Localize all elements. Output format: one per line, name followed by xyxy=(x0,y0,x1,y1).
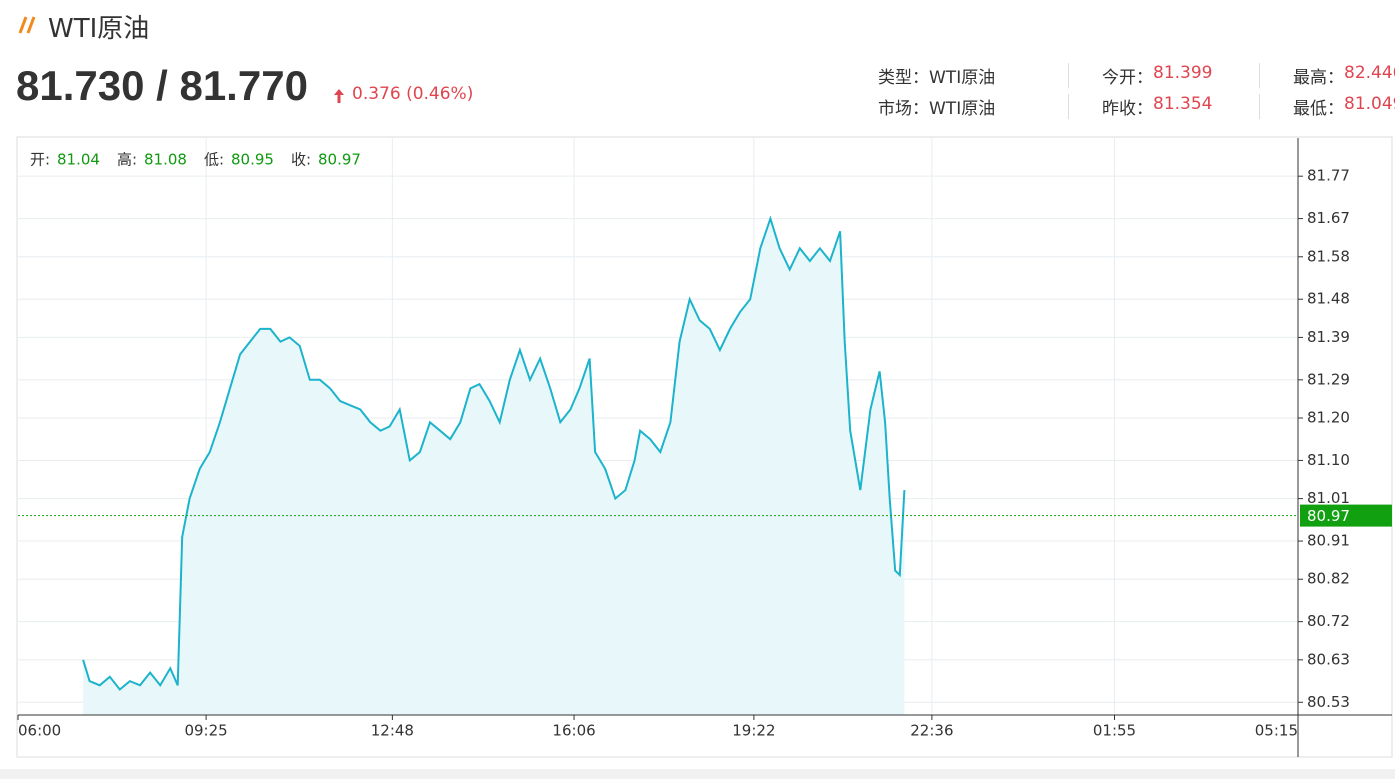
y-tick-label: 80.82 xyxy=(1307,570,1350,588)
up-arrow xyxy=(334,89,344,103)
info-label: 最高： xyxy=(1293,68,1344,88)
ohlc-value: 80.97 xyxy=(318,151,361,169)
info-value: WTI原油 xyxy=(929,99,996,119)
logo-icon xyxy=(18,16,36,34)
info-label: 类型： xyxy=(878,68,929,88)
title: WTI原油 xyxy=(48,14,150,44)
ohlc-label: 开: xyxy=(30,151,50,169)
y-tick-label: 80.63 xyxy=(1307,650,1350,668)
last-price-label: 80.97 xyxy=(1307,507,1350,525)
area-fill xyxy=(83,218,905,715)
change: 0.376 (0.46%) xyxy=(352,84,474,104)
y-tick-label: 81.58 xyxy=(1307,247,1350,265)
y-tick-label: 81.77 xyxy=(1307,167,1350,185)
info-cell: 昨收： 81.354 xyxy=(1068,94,1259,119)
info-cell: 最低：81.049 xyxy=(1259,94,1395,119)
price-line xyxy=(82,215,906,691)
x-tick-label: 19:22 xyxy=(732,722,775,740)
info-label: 最低： xyxy=(1293,99,1344,119)
y-tick-label: 81.20 xyxy=(1307,409,1350,427)
info-value: WTI原油 xyxy=(929,68,996,88)
ohlc-label: 高: xyxy=(117,151,137,169)
x-tick-label: 09:25 xyxy=(184,722,227,740)
bottom-bar xyxy=(0,769,1395,779)
y-tick-label: 81.29 xyxy=(1307,370,1350,388)
info-label: 市场： xyxy=(878,99,929,119)
info-cell: 市场： WTI原油 xyxy=(878,94,1068,119)
y-tick-label: 80.72 xyxy=(1307,612,1350,630)
y-tick-label: 81.10 xyxy=(1307,451,1350,469)
info-cell: 今开： 81.399 xyxy=(1068,63,1259,88)
info-cell: 最高：82.446 xyxy=(1259,63,1395,88)
y-tick-label: 81.67 xyxy=(1307,209,1350,227)
ohlc-value: 81.08 xyxy=(144,151,187,169)
ohlc-label: 低: xyxy=(204,151,224,169)
last-price-box xyxy=(1300,504,1392,527)
x-tick-label: 01:55 xyxy=(1093,722,1136,740)
info-value: 81.049 xyxy=(1344,94,1395,114)
x-tick-label: 05:15 xyxy=(1255,722,1298,740)
y-tick-label: 81.48 xyxy=(1307,290,1350,308)
ohlc-value: 81.04 xyxy=(57,151,100,169)
info-label: 昨收： xyxy=(1102,99,1153,119)
x-tick-label: 16:06 xyxy=(552,722,595,740)
y-tick-label: 81.01 xyxy=(1307,489,1350,507)
ohlc-label: 收: xyxy=(291,151,311,169)
ohlc-value: 80.95 xyxy=(231,151,274,169)
info-value: 82.446 xyxy=(1344,63,1395,83)
x-tick-label: 22:36 xyxy=(910,722,953,740)
x-tick-label: 06:00 xyxy=(18,722,61,740)
info-cell: 类型： WTI原油 xyxy=(878,63,1068,88)
info-value: 81.354 xyxy=(1153,94,1213,114)
x-tick-label: 12:48 xyxy=(371,722,414,740)
y-tick-label: 80.91 xyxy=(1307,532,1350,550)
price: 81.730 / 81.770 xyxy=(16,62,308,109)
y-tick-label: 81.39 xyxy=(1307,328,1350,346)
info-label: 今开： xyxy=(1102,68,1153,88)
info-value: 81.399 xyxy=(1153,63,1213,83)
y-tick-label: 80.53 xyxy=(1307,693,1350,711)
chart-frame xyxy=(16,136,1393,758)
